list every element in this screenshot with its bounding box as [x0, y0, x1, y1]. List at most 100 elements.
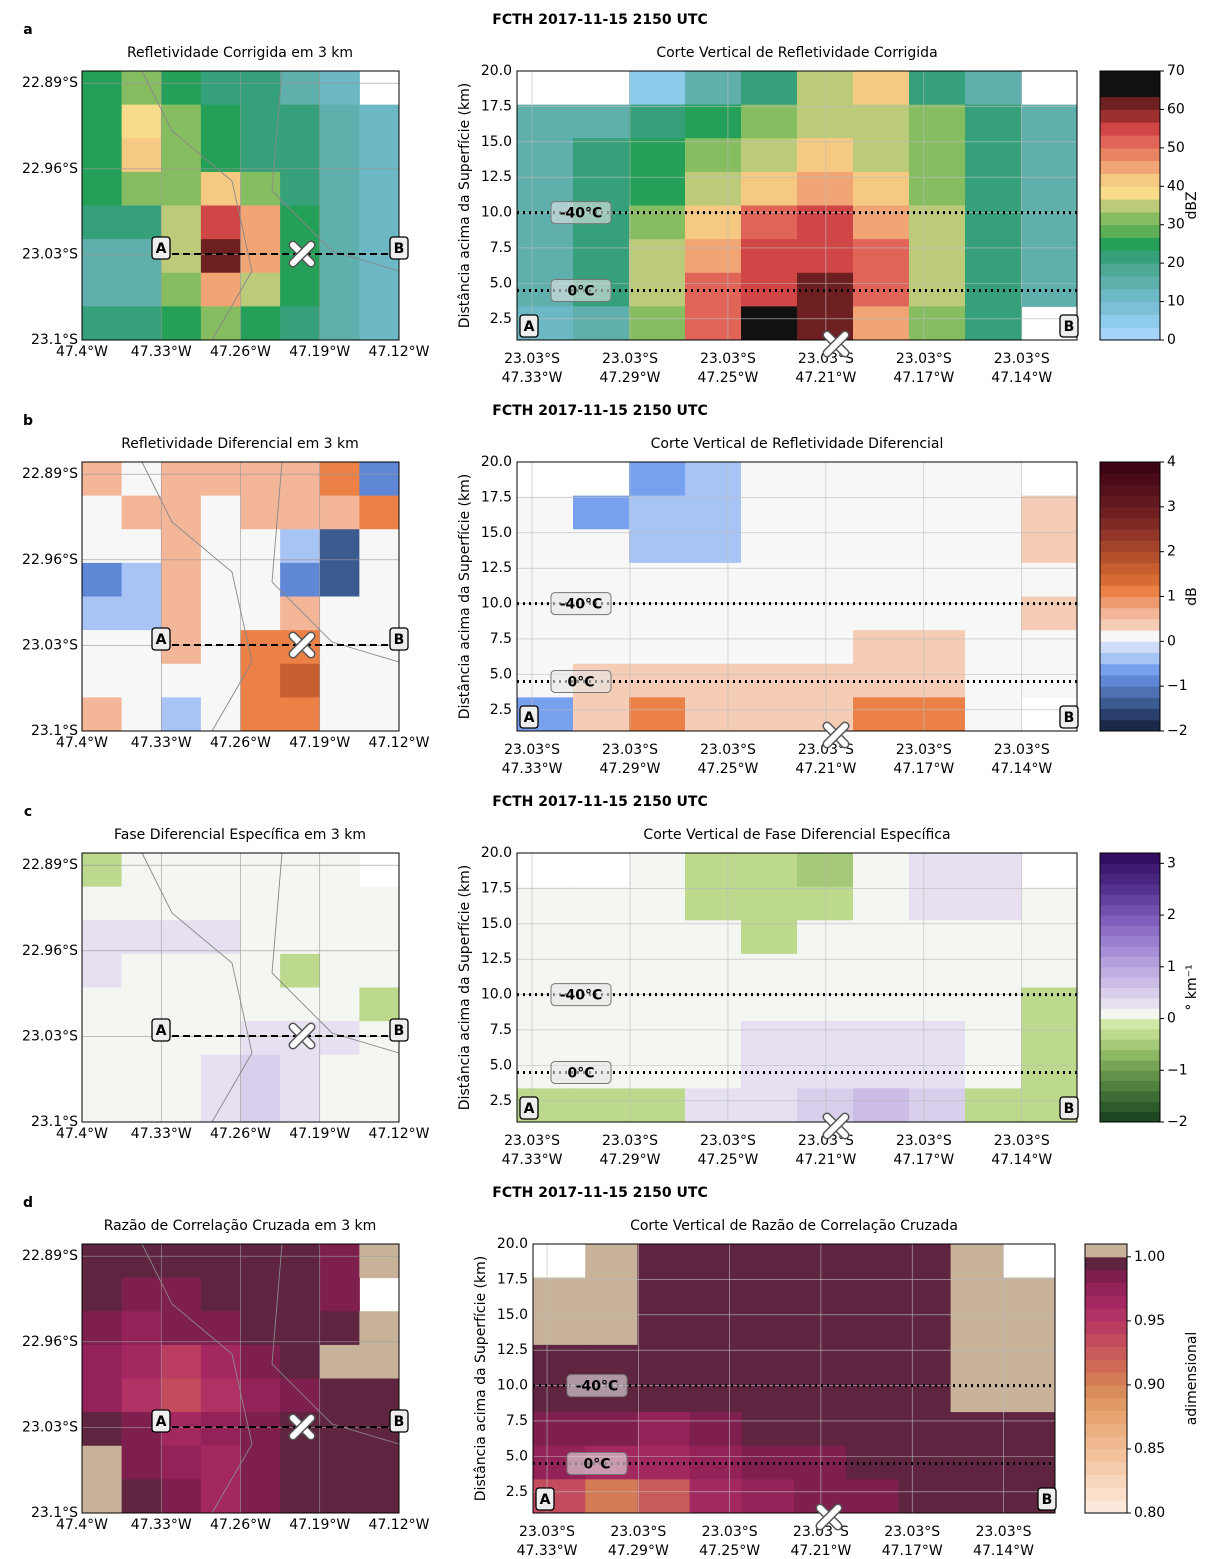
- colorbar-bin: [1085, 1436, 1127, 1450]
- panel-letter: b: [23, 413, 33, 429]
- section-cell: [797, 920, 854, 955]
- map-cell: [359, 205, 400, 240]
- endpoint-box: [535, 1487, 555, 1511]
- section-y-tick-label: 15.0: [497, 1307, 528, 1323]
- endpoint-label: A: [540, 1492, 551, 1508]
- section-cell: [629, 853, 686, 888]
- map-cell: [161, 1445, 202, 1480]
- section-y-label: Distância acima da Superfície (km): [457, 474, 473, 719]
- section-x-tick-label: 23.03°S: [504, 742, 560, 758]
- section-cell: [965, 596, 1022, 631]
- section-cell: [965, 953, 1022, 988]
- map-cell: [319, 596, 360, 631]
- map-cell: [280, 306, 321, 341]
- section-cell: [637, 1479, 691, 1514]
- section-cell: [909, 596, 966, 631]
- map-cell: [240, 71, 281, 106]
- section-cell: [685, 886, 742, 921]
- section-cell: [629, 495, 686, 530]
- section-cell: [741, 495, 798, 530]
- section-cell: [909, 462, 966, 497]
- section-cell: [898, 1244, 952, 1279]
- section-title: Corte Vertical de Refletividade Corrigid…: [656, 45, 937, 61]
- section-x-tick-label: 23.03°S: [994, 351, 1050, 367]
- map-cell: [240, 495, 281, 530]
- map-cell: [359, 171, 400, 206]
- section-cell: [853, 462, 910, 497]
- section-cell: [685, 630, 742, 665]
- section-cell: [685, 529, 742, 564]
- x-marker-fill: [824, 723, 848, 747]
- colorbar-bin: [1100, 977, 1160, 988]
- section-cell: [950, 1311, 1004, 1346]
- section-cell: [1002, 1378, 1056, 1413]
- map-cell: [82, 1244, 123, 1279]
- map-cell: [82, 205, 123, 240]
- map-cell: [200, 71, 241, 106]
- section-y-tick-label: 7.5: [506, 1413, 528, 1429]
- section-cell: [517, 886, 574, 921]
- map-cell: [280, 462, 321, 497]
- section-cell: [685, 562, 742, 597]
- section-cell: [685, 104, 742, 139]
- colorbar-bin: [1085, 1320, 1127, 1335]
- colorbar-bin: [1100, 173, 1160, 187]
- map-y-tick-label: 22.96°S: [22, 1334, 78, 1350]
- map-cell: [121, 697, 162, 732]
- map-cell: [359, 138, 400, 173]
- colorbar-bin: [1100, 529, 1160, 541]
- section-x-tick-label: 23.03°S: [702, 1524, 758, 1540]
- section-cell: [846, 1479, 899, 1514]
- map-cell: [319, 306, 360, 341]
- map-cell: [280, 1344, 321, 1379]
- map-cell: [359, 1344, 400, 1379]
- map-cell: [161, 462, 202, 497]
- map-cell: [319, 205, 360, 240]
- section-cell: [853, 663, 910, 698]
- section-cell: [898, 1277, 952, 1312]
- map-cell: [319, 697, 360, 732]
- colorbar-bin: [1085, 1333, 1127, 1347]
- section-y-tick-label: 10.0: [497, 1378, 528, 1394]
- section-cell: [533, 1412, 586, 1447]
- section-y-tick-label: 17.5: [481, 880, 512, 896]
- section-cell: [1021, 663, 1078, 698]
- map-cell: [82, 239, 123, 274]
- map-y-tick-label: 23.1°S: [31, 1505, 78, 1521]
- section-cell: [965, 562, 1022, 597]
- section-cell: [517, 138, 574, 173]
- map-cell: [319, 853, 360, 888]
- colorbar-bin: [1100, 674, 1160, 687]
- endpoint-label: A: [156, 1414, 167, 1430]
- section-cell: [898, 1344, 952, 1379]
- section-x-tick-label: 23.03°S: [700, 742, 756, 758]
- section-cell: [685, 1088, 742, 1123]
- section-cell: [637, 1244, 691, 1279]
- map-y-tick-label: 23.1°S: [31, 723, 78, 739]
- colorbar-bin: [1100, 1008, 1160, 1020]
- endpoint-box: [519, 1096, 539, 1120]
- section-cell: [965, 853, 1022, 888]
- section-cell: [853, 272, 910, 307]
- map-cell: [121, 1054, 162, 1089]
- map-cell: [200, 272, 241, 307]
- section-y-tick-label: 20.0: [481, 845, 512, 861]
- section-cell: [909, 853, 966, 888]
- colorbar-tick-label: 60: [1167, 101, 1185, 117]
- section-y-label: Distância acima da Superfície (km): [457, 83, 473, 328]
- colorbar-bin: [1085, 1359, 1127, 1373]
- colorbar-bin: [1100, 1028, 1160, 1040]
- colorbar-bin: [1100, 122, 1160, 136]
- map-cell: [200, 462, 241, 497]
- isotherm-label: 0°C: [567, 674, 594, 690]
- map-cell: [161, 495, 202, 530]
- map-y-tick-label: 23.03°S: [22, 246, 78, 262]
- section-cell: [797, 529, 854, 564]
- map-cell: [280, 104, 321, 139]
- map-cell: [280, 987, 321, 1022]
- section-cell: [741, 630, 798, 665]
- colorbar-tick-label: 4: [1167, 454, 1176, 470]
- map-cell: [359, 1054, 400, 1089]
- colorbar-bin: [1100, 708, 1160, 721]
- colorbar-bin: [1100, 894, 1160, 906]
